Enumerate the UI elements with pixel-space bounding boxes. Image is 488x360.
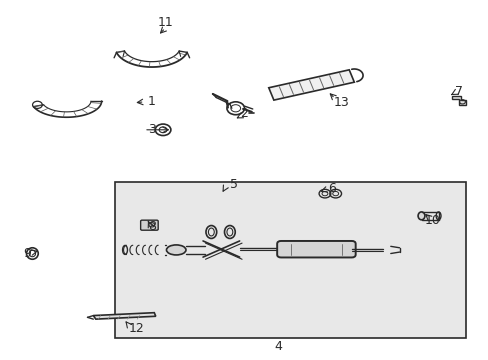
Text: 2: 2 xyxy=(240,107,248,120)
Text: 5: 5 xyxy=(229,178,237,191)
Ellipse shape xyxy=(417,212,424,220)
Text: 11: 11 xyxy=(157,16,173,29)
Polygon shape xyxy=(268,70,354,100)
Text: 9: 9 xyxy=(23,247,31,260)
FancyBboxPatch shape xyxy=(277,241,355,257)
Polygon shape xyxy=(451,96,466,105)
Text: 13: 13 xyxy=(333,96,349,109)
Text: 4: 4 xyxy=(274,340,282,353)
Text: 6: 6 xyxy=(327,182,336,195)
Text: 1: 1 xyxy=(147,95,156,108)
Text: 12: 12 xyxy=(128,322,144,335)
Text: 8: 8 xyxy=(147,220,156,233)
Text: 7: 7 xyxy=(454,85,462,98)
Ellipse shape xyxy=(166,245,185,255)
Text: 10: 10 xyxy=(424,214,439,227)
FancyBboxPatch shape xyxy=(141,220,158,230)
Polygon shape xyxy=(93,313,156,319)
Text: 3: 3 xyxy=(147,123,156,136)
FancyBboxPatch shape xyxy=(115,182,466,338)
